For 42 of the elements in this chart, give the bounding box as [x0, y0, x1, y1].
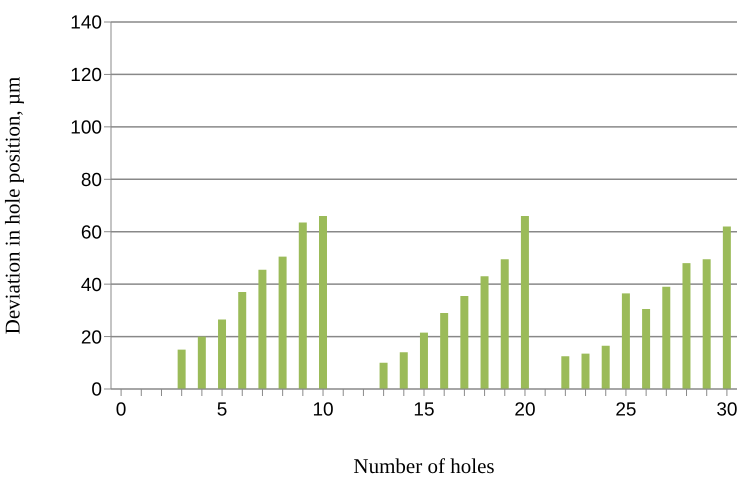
bar	[380, 362, 388, 389]
bar	[318, 216, 327, 389]
y-tick-label: 0	[91, 380, 102, 401]
bar	[298, 222, 307, 389]
y-tick-label: 140	[70, 12, 102, 34]
bar	[662, 286, 670, 389]
bar	[400, 352, 408, 389]
bar	[278, 256, 287, 389]
y-axis-title: Deviation in hole position, µm	[0, 76, 24, 334]
y-tick-label: 40	[80, 274, 102, 296]
bar	[238, 292, 246, 389]
y-tick-label: 100	[70, 118, 102, 139]
x-tick-label: 20	[514, 399, 536, 420]
bar	[420, 332, 428, 389]
bar	[480, 276, 489, 389]
bar	[561, 356, 570, 389]
bar	[602, 346, 610, 389]
bar	[258, 270, 266, 389]
bar	[440, 312, 448, 389]
bar	[682, 263, 690, 389]
bar	[702, 259, 711, 389]
x-tick-label: 30	[716, 399, 738, 420]
bar	[178, 350, 186, 389]
bar	[198, 336, 206, 389]
y-tick-label: 120	[70, 65, 102, 86]
y-tick-label: 80	[80, 170, 102, 192]
bar	[460, 296, 468, 389]
bar	[218, 320, 226, 389]
y-tick-label: 60	[80, 222, 102, 244]
y-tick-label: 20	[80, 327, 102, 348]
bar	[582, 354, 590, 389]
x-axis-title: Number of holes	[353, 454, 495, 477]
x-tick-label: 15	[413, 399, 435, 420]
bar	[722, 226, 731, 389]
bar	[520, 216, 529, 389]
x-tick-label: 0	[116, 399, 126, 420]
x-tick-label: 25	[615, 399, 637, 420]
bar	[500, 259, 509, 389]
x-tick-label: 5	[216, 399, 228, 420]
bar	[642, 309, 650, 389]
x-tick-label: 10	[312, 399, 334, 420]
bar	[622, 293, 630, 389]
